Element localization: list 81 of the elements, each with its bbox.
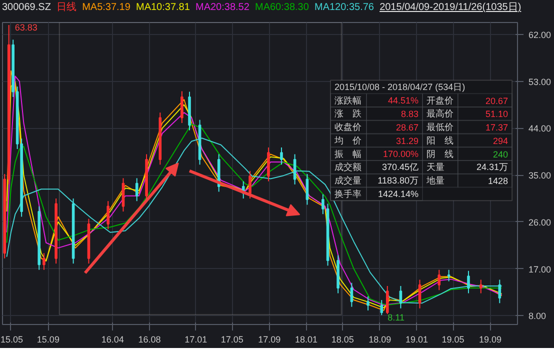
annotation: 涨跌幅 (334, 95, 362, 106)
x-tick-label: 16.04 (101, 334, 124, 344)
candlestick (498, 279, 502, 304)
annotation: 8.11 (388, 312, 404, 323)
annotation: 1183.80万 (378, 176, 418, 186)
x-tick-label: 16.08 (138, 334, 161, 344)
candlestick (350, 282, 354, 308)
candlestick (248, 170, 252, 199)
annotation: 370.45亿 (382, 162, 418, 172)
annotation: 44.51% (388, 95, 418, 106)
annotation: 均 价 (334, 135, 362, 146)
x-tick-label: 17.05 (220, 334, 244, 344)
annotation: 2015/10/08 - 2018/04/27 (534日) (334, 82, 466, 92)
candlestick (322, 194, 324, 215)
annotation: 240 (493, 149, 508, 160)
x-tick-label: 15.05 (0, 334, 24, 344)
annotation: 170.00% (382, 148, 418, 159)
annotation: 成交量 (334, 176, 362, 186)
annotation: 收盘价 (334, 122, 362, 132)
candlestick (386, 285, 389, 315)
text: MA10:37.81 (136, 2, 190, 13)
text: MA120:35.76 (314, 2, 374, 13)
x-tick-label: 17.01 (184, 334, 208, 344)
annotation: 31.29 (396, 136, 418, 146)
chart-subtitle: 日线 (56, 2, 76, 13)
candlestick (380, 300, 384, 316)
candlestick (280, 146, 283, 166)
annotation: 地量 (425, 176, 444, 186)
x-tick-label: 18.09 (368, 334, 392, 344)
text: MA60:38.30 (255, 2, 309, 13)
text: MA20:38.52 (196, 2, 250, 13)
annotation: 17.37 (486, 122, 508, 133)
annotation: 28.67 (396, 122, 418, 133)
annotation: 1428 (488, 176, 508, 186)
candlestick (399, 285, 402, 309)
y-tick-label: 26.00 (528, 217, 552, 228)
annotation: 最低价 (426, 122, 454, 132)
candlestick (467, 270, 470, 294)
annotation: 20.67 (486, 96, 508, 106)
annotation: 51.10 (486, 109, 508, 120)
x-tick-label: 18.01 (295, 334, 318, 344)
annotation: 振 幅 (334, 148, 362, 159)
y-tick-label: 35.00 (528, 170, 552, 181)
candlestick (122, 178, 125, 212)
annotation: 换手率 (334, 188, 362, 199)
annotation: 最高价 (426, 108, 454, 119)
text: 2015/04/09-2019/11/26(1035日) (380, 2, 522, 13)
y-tick-label: 8.00 (528, 311, 546, 322)
x-tick-label: 17.09 (258, 334, 281, 344)
annotation: 天量 (426, 162, 444, 172)
annotation: 成交额 (334, 162, 362, 172)
annotation: 8.83 (400, 109, 419, 120)
y-tick-label: 44.00 (528, 124, 552, 134)
x-tick-label: 15.09 (36, 334, 60, 344)
candlestick (267, 146, 270, 182)
annotation: 24.31万 (476, 162, 508, 172)
y-tick-label: 53.00 (528, 76, 552, 87)
chart-title: 300069.SZ (2, 2, 51, 13)
annotation: 阴 线 (426, 148, 454, 159)
annotation: 涨 跌 (334, 108, 362, 119)
annotation: 294 (493, 136, 508, 146)
candlestick (438, 269, 441, 291)
y-tick-label: 17.00 (528, 264, 552, 274)
candlestick (366, 296, 370, 311)
candlestick (306, 174, 309, 206)
candlestick (447, 269, 450, 282)
annotation: 1424.14% (378, 188, 418, 199)
annotation: 阳 线 (426, 135, 454, 146)
annotation: 开盘价 (426, 95, 454, 106)
x-tick-label: 18.05 (331, 334, 354, 344)
candlestick (42, 252, 46, 270)
x-tick-label: 19.05 (442, 334, 464, 344)
text: MA5:37.19 (82, 2, 130, 13)
y-tick-label: 62.00 (528, 30, 552, 40)
candlestick (135, 178, 138, 202)
x-tick-label: 19.09 (479, 334, 502, 344)
annotation: 63.83 (14, 22, 38, 32)
candlestick (106, 200, 110, 230)
candlestick (180, 90, 184, 124)
candlestick (479, 279, 482, 294)
x-tick-label: 19.01 (405, 334, 428, 344)
